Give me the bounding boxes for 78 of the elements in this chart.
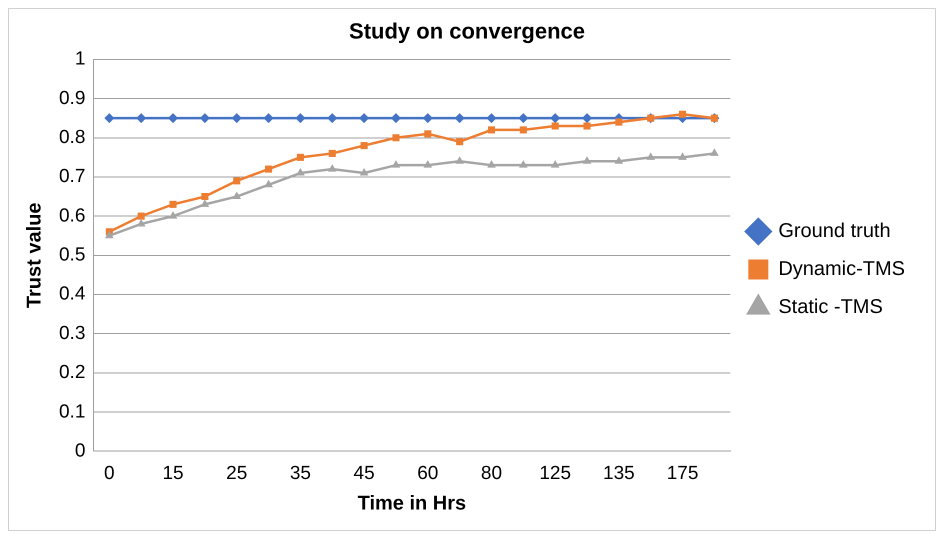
point	[615, 118, 622, 126]
point	[264, 180, 273, 188]
y-tick-label: 0.6	[58, 205, 86, 226]
y-tick-label: 0	[74, 440, 86, 462]
point	[328, 150, 336, 157]
point	[392, 160, 400, 168]
point	[392, 134, 400, 142]
x-tick-label: 25	[226, 462, 248, 484]
point	[646, 152, 656, 160]
point	[169, 200, 177, 208]
chart-title: Study on convergence	[349, 18, 585, 44]
point	[582, 113, 592, 124]
point	[550, 113, 560, 124]
x-tick-label: 60	[417, 462, 438, 484]
point	[360, 142, 368, 150]
x-tick-label: 125	[539, 462, 572, 484]
point	[455, 156, 464, 164]
point	[487, 160, 496, 168]
point	[200, 113, 210, 124]
legend-label: Ground truth	[778, 220, 891, 242]
y-tick-label: 0.8	[58, 126, 86, 148]
point	[519, 160, 528, 168]
point	[138, 212, 145, 220]
point	[486, 113, 496, 124]
x-tick-label: 80	[480, 462, 502, 484]
point	[679, 110, 686, 118]
point	[456, 138, 464, 146]
x-tick-label: 135	[603, 462, 635, 484]
point	[296, 154, 304, 161]
y-tick-label: 1	[74, 48, 86, 70]
point	[582, 156, 592, 164]
point	[678, 152, 687, 160]
point	[232, 192, 242, 200]
x-tick-label: 45	[354, 462, 375, 484]
point	[104, 113, 114, 124]
y-tick-label: 0.3	[58, 322, 86, 344]
point	[105, 230, 114, 238]
legend-label: Dynamic-TMS	[778, 258, 905, 280]
point	[710, 148, 719, 156]
point	[327, 113, 338, 124]
point	[295, 113, 306, 124]
point	[136, 113, 146, 124]
point	[168, 113, 178, 124]
point	[422, 113, 433, 124]
point	[201, 192, 208, 200]
point	[520, 126, 527, 134]
point	[583, 122, 591, 130]
y-tick-label: 0.4	[58, 284, 86, 305]
point	[423, 160, 432, 168]
y-tick-label: 0.7	[58, 166, 86, 188]
legend-label: Static -TMS	[778, 296, 883, 318]
y-tick-label: 0.1	[58, 401, 86, 422]
x-tick-label: 35	[290, 462, 311, 484]
x-axis-title: Time in Hrs	[358, 492, 466, 515]
point	[200, 199, 210, 207]
point	[264, 113, 274, 124]
y-axis-title: Trust value	[24, 202, 46, 308]
point	[233, 177, 240, 184]
y-tick-label: 0.9	[58, 88, 86, 109]
point	[614, 156, 624, 164]
point	[265, 166, 272, 173]
x-tick-label: 15	[162, 462, 184, 484]
point	[550, 160, 560, 168]
point	[518, 113, 528, 124]
point	[552, 122, 559, 130]
y-tick-label: 0.5	[58, 244, 86, 266]
x-tick-label: 0	[104, 462, 115, 484]
point	[232, 113, 242, 124]
point	[390, 113, 401, 124]
point	[328, 164, 337, 172]
y-tick-label: 0.2	[58, 362, 86, 384]
point	[454, 113, 465, 124]
point	[359, 113, 370, 124]
point	[488, 126, 496, 134]
x-tick-label: 175	[666, 462, 698, 484]
point	[168, 211, 178, 219]
point	[424, 130, 432, 138]
point	[360, 168, 368, 176]
